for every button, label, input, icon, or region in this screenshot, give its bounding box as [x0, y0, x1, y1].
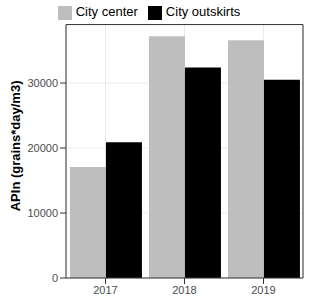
svg-text:2017: 2017	[93, 284, 117, 296]
svg-text:10000: 10000	[27, 207, 58, 219]
svg-text:2019: 2019	[251, 284, 275, 296]
svg-text:20000: 20000	[27, 142, 58, 154]
html-text:City outskirts: City outskirts	[165, 4, 241, 19]
html-text:City center: City center	[75, 4, 138, 19]
svg-text:2018: 2018	[172, 284, 196, 296]
svg-text:APIn (grains*day/m3): APIn (grains*day/m3)	[8, 81, 23, 212]
svg-text:30000: 30000	[27, 77, 58, 89]
svg-text:0: 0	[52, 272, 58, 284]
